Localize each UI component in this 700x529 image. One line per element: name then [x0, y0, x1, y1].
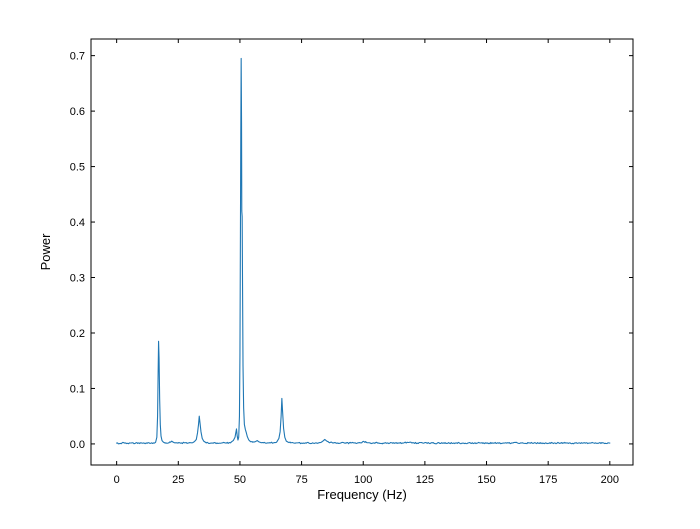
x-tick-label: 125 [416, 474, 434, 486]
series-layer [116, 57, 611, 445]
x-tick-label: 25 [172, 474, 184, 486]
x-axis-label: Frequency (Hz) [317, 487, 407, 502]
y-tick-label: 0.6 [70, 106, 85, 118]
y-tick-label: 0.0 [70, 439, 85, 451]
y-tick-label: 0.2 [70, 328, 85, 340]
x-tick-label: 175 [539, 474, 557, 486]
x-tick-label: 75 [295, 474, 307, 486]
x-tick-label: 50 [234, 474, 246, 486]
axis-ticks [91, 39, 633, 465]
y-tick-label: 0.4 [70, 217, 85, 229]
y-tick-label: 0.1 [70, 383, 85, 395]
x-tick-label: 150 [477, 474, 495, 486]
x-tick-label: 0 [114, 474, 120, 486]
y-axis-label: Power [38, 233, 53, 271]
y-tick-label: 0.7 [70, 51, 85, 63]
spectrum-line [116, 57, 611, 445]
axes-border [90, 38, 634, 466]
tick-labels: 0 25 50 75 100 125 150 175 200 0.0 0.1 0.2 0.3 0.4 0.5… [70, 51, 619, 486]
y-tick-label: 0.3 [70, 273, 85, 285]
x-tick-label: 100 [354, 474, 372, 486]
y-tick-label: 0.5 [70, 162, 85, 174]
x-tick-label: 200 [601, 474, 619, 486]
